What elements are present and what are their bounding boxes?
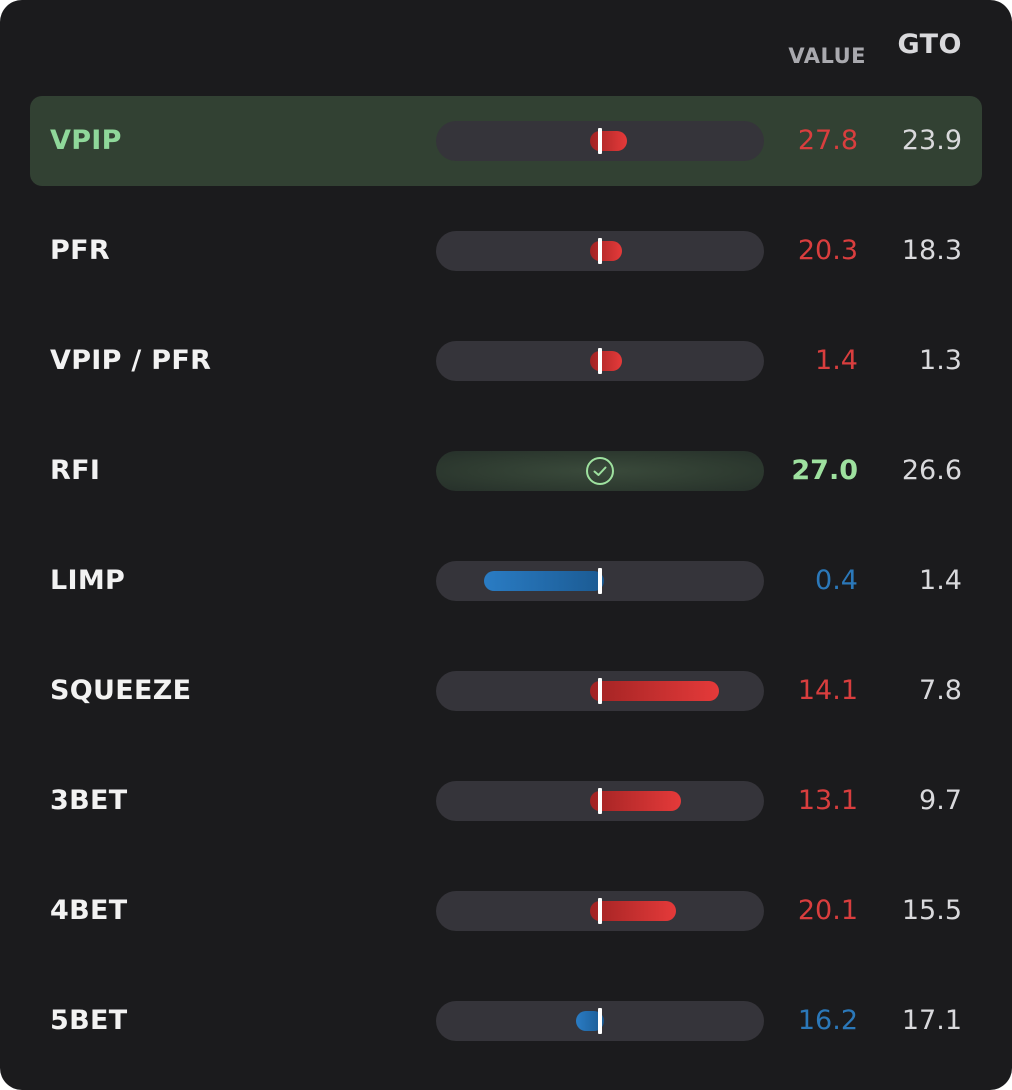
stat-label: PFR [50,235,110,266]
stat-value: 20.1 [797,895,858,926]
deviation-fill [590,241,622,261]
gto-center-marker [598,788,602,814]
deviation-fill [590,351,622,371]
stat-row[interactable]: PFR 20.3 18.3 [30,206,982,296]
stat-value: 1.4 [815,345,858,376]
deviation-fill [590,791,681,811]
gto-center-marker [598,348,602,374]
stat-value: 27.8 [797,125,858,156]
stat-row[interactable]: RFI 27.0 26.6 [30,426,982,516]
check-circle-icon [586,457,614,485]
stat-row[interactable]: 5BET 16.2 17.1 [30,976,982,1066]
stat-label: SQUEEZE [50,675,192,706]
gto-value: 15.5 [901,895,962,926]
deviation-bar [436,231,764,271]
stat-value: 13.1 [797,785,858,816]
deviation-bar [436,341,764,381]
stat-label: VPIP [50,125,122,156]
stat-value: 0.4 [815,565,858,596]
gto-center-marker [598,1008,602,1034]
deviation-bar [436,1001,764,1041]
stat-row[interactable]: SQUEEZE 14.1 7.8 [30,646,982,736]
gto-column-header: GTO [897,29,962,60]
deviation-fill [484,571,604,591]
stat-value: 20.3 [797,235,858,266]
value-column-header: VALUE [788,44,866,68]
stat-row[interactable]: VPIP 27.8 23.9 [30,96,982,186]
stat-row[interactable]: VPIP / PFR 1.4 1.3 [30,316,982,406]
stat-row[interactable]: LIMP 0.4 1.4 [30,536,982,626]
deviation-bar [436,561,764,601]
stat-label: 4BET [50,895,128,926]
deviation-fill [590,131,627,151]
deviation-fill [590,681,719,701]
deviation-fill [576,1011,604,1031]
deviation-bar [436,671,764,711]
gto-center-marker [598,238,602,264]
stat-label: LIMP [50,565,126,596]
deviation-bar [436,451,764,491]
gto-value: 18.3 [901,235,962,266]
gto-center-marker [598,678,602,704]
gto-value: 9.7 [919,785,962,816]
deviation-fill [590,901,676,921]
gto-value: 26.6 [901,455,962,486]
gto-value: 17.1 [901,1005,962,1036]
gto-center-marker [598,128,602,154]
deviation-bar [436,121,764,161]
gto-value: 1.4 [919,565,962,596]
gto-center-marker [598,568,602,594]
gto-center-marker [598,898,602,924]
stat-label: 5BET [50,1005,128,1036]
gto-value: 1.3 [919,345,962,376]
gto-value: 7.8 [919,675,962,706]
gto-value: 23.9 [901,125,962,156]
stat-value: 14.1 [797,675,858,706]
stat-label: VPIP / PFR [50,345,212,376]
stat-row[interactable]: 3BET 13.1 9.7 [30,756,982,846]
stat-value: 16.2 [797,1005,858,1036]
deviation-bar [436,781,764,821]
deviation-bar [436,891,764,931]
stat-label: RFI [50,455,101,486]
stat-row[interactable]: 4BET 20.1 15.5 [30,866,982,956]
stat-value: 27.0 [791,455,858,486]
stat-label: 3BET [50,785,128,816]
